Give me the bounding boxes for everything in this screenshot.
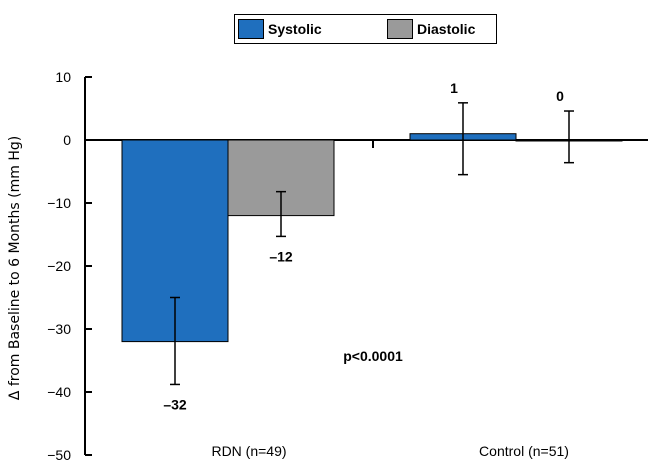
data-label: –32 [163,396,187,412]
data-label: –12 [269,248,293,264]
y-tick-label: −40 [47,384,71,400]
legend-swatch-diastolic [387,19,413,39]
category-label-control: Control (n=51) [479,443,569,459]
bars [122,134,622,342]
legend: Systolic Diastolic [234,14,497,44]
y-tick-label: −20 [47,258,71,274]
category-label-rdn: RDN (n=49) [211,443,286,459]
p-value-annotation: p<0.0001 [343,348,403,364]
data-label: 0 [556,88,564,104]
legend-swatch-systolic [238,19,264,39]
legend-item-diastolic: Diastolic [387,19,475,39]
data-label: 1 [450,80,458,96]
legend-label-systolic: Systolic [268,21,322,37]
y-tick-label: 10 [55,69,71,85]
y-tick-label: −50 [47,447,71,460]
legend-item-systolic: Systolic [238,19,322,39]
y-tick-label: −30 [47,321,71,337]
y-axis-label: Δ from Baseline to 6 Months (mm Hg) [7,136,23,400]
y-tick-label: −10 [47,195,71,211]
y-tick-label: 0 [63,132,71,148]
legend-label-diastolic: Diastolic [417,21,475,37]
